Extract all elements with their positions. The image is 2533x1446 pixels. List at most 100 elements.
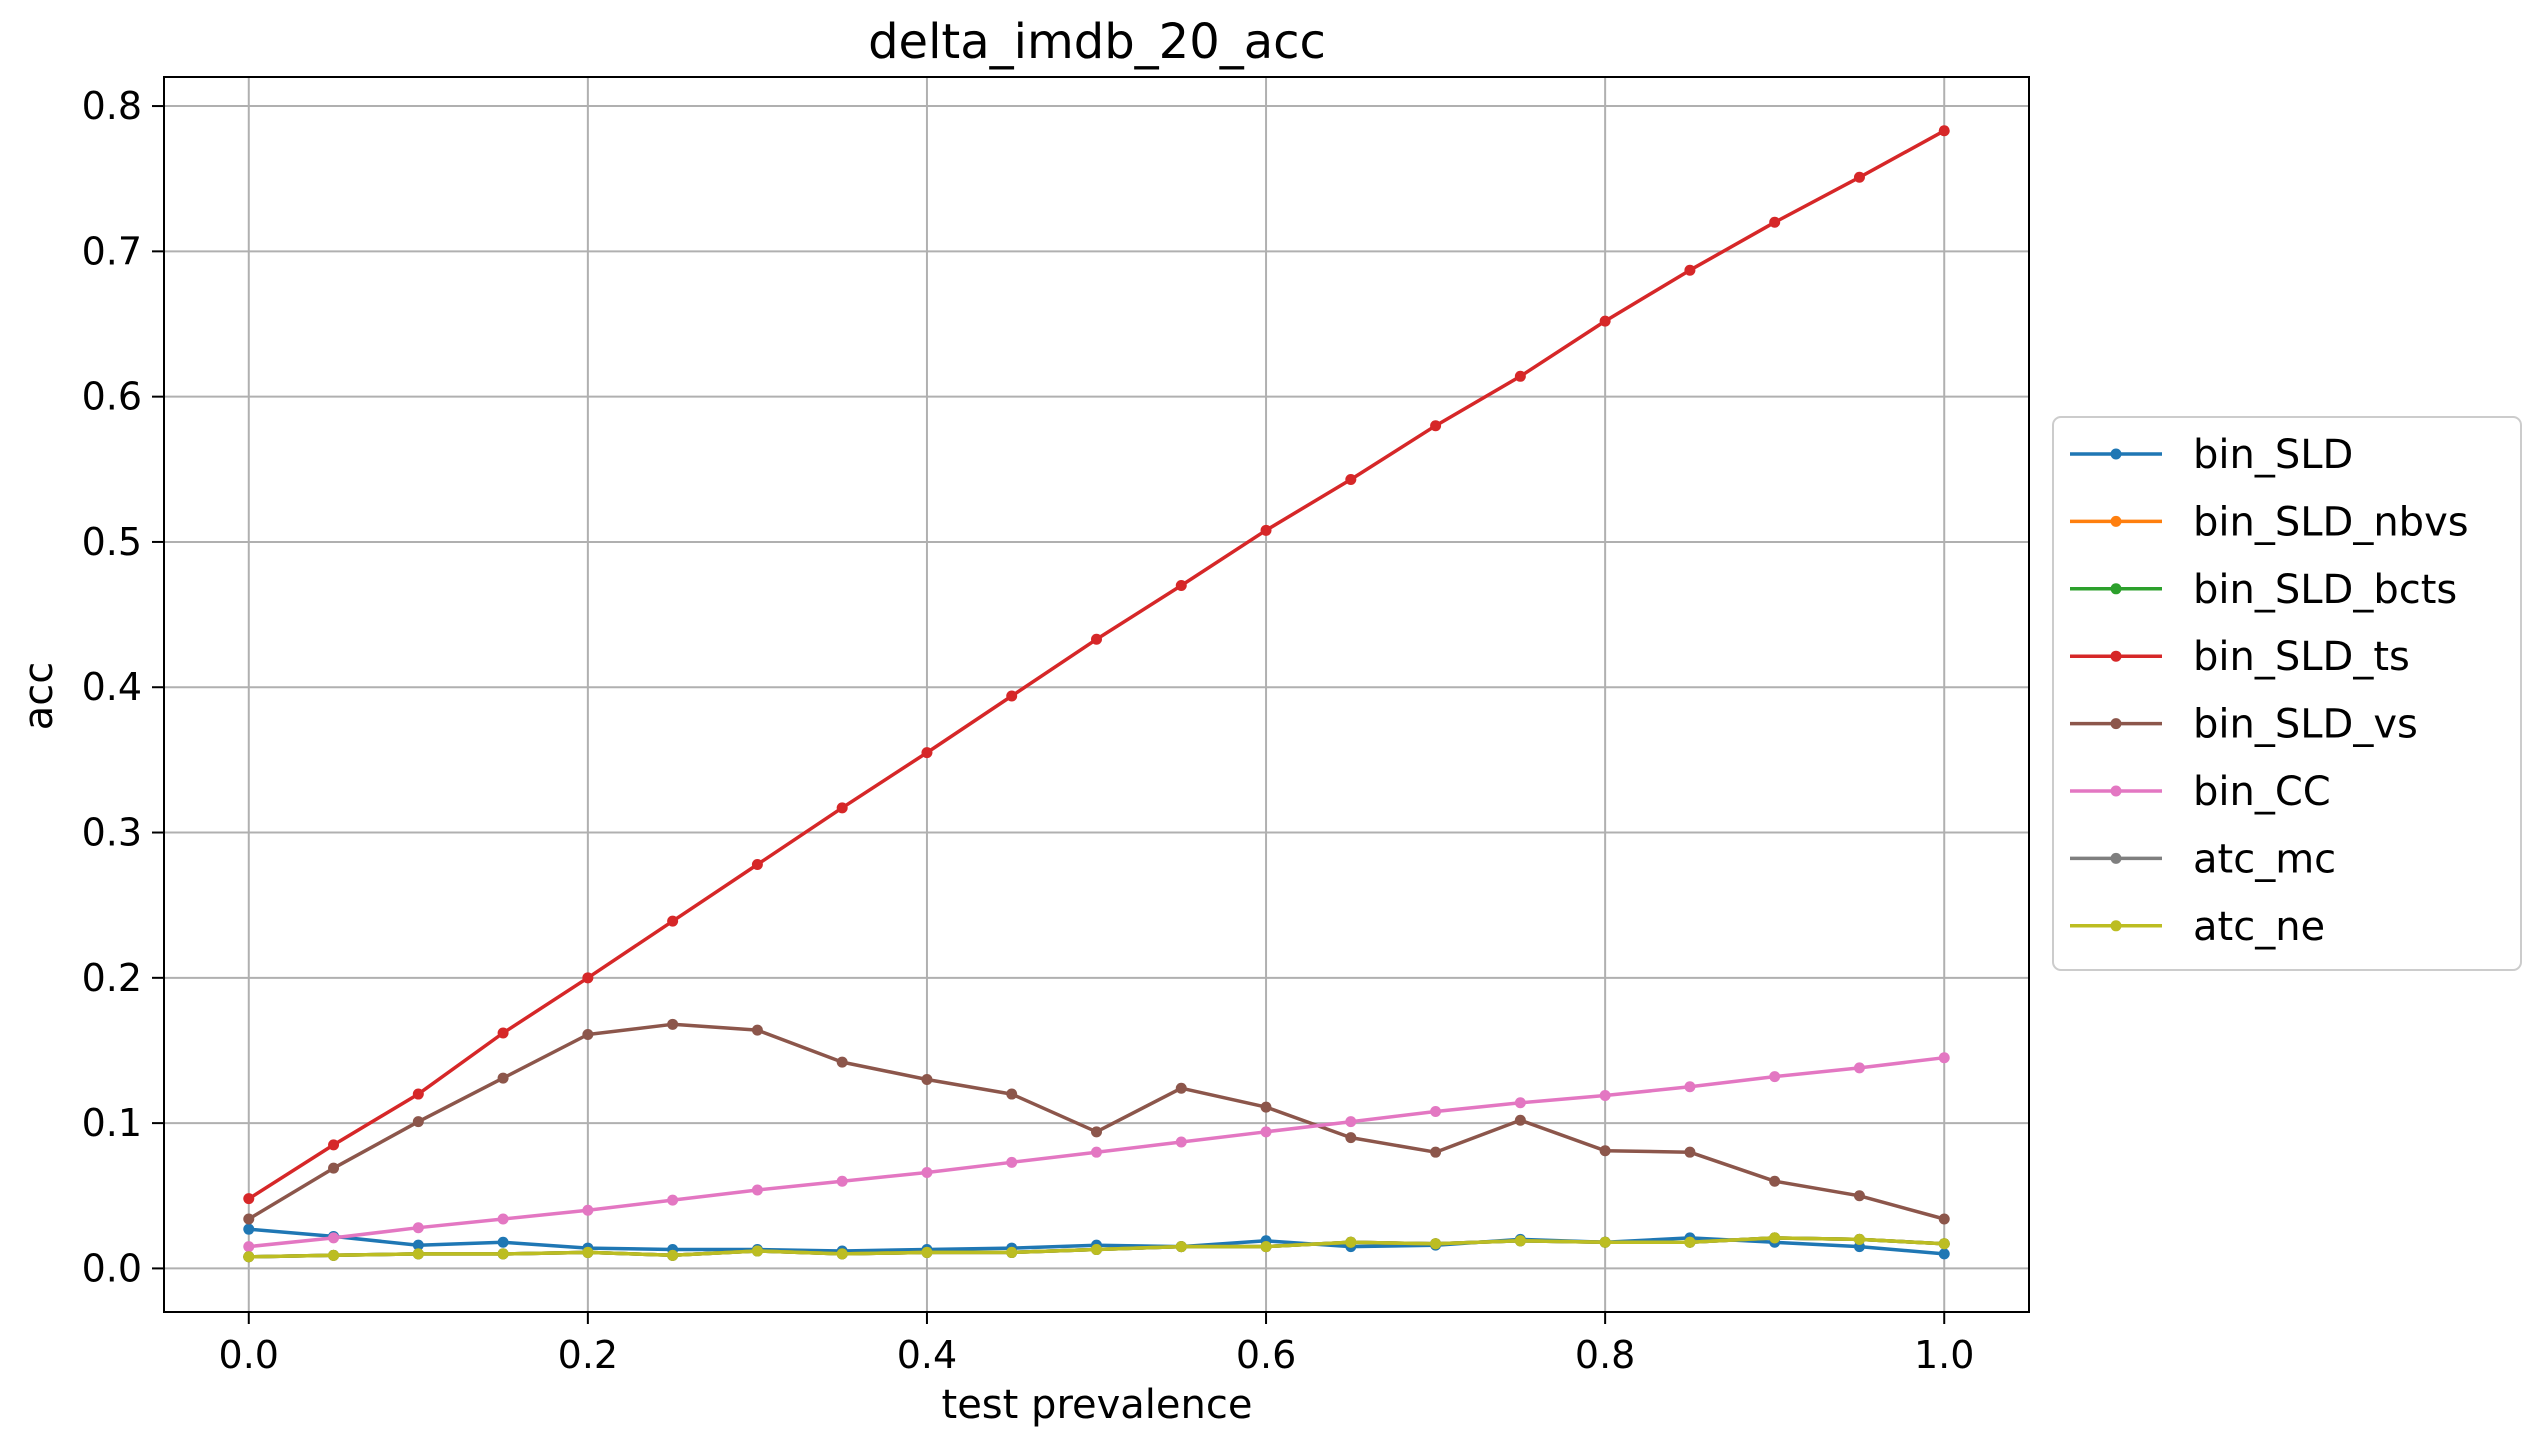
data-point (1938, 1052, 1950, 1064)
data-point (1769, 1175, 1781, 1187)
data-point (751, 858, 763, 870)
data-point (1175, 1082, 1187, 1094)
legend-item-bin_SLD_nbvs: bin_SLD_nbvs (2070, 499, 2469, 545)
y-tick-label: 0.7 (82, 229, 142, 273)
data-point (1345, 1236, 1357, 1248)
data-point (1175, 580, 1187, 592)
legend-item-bin_SLD_vs: bin_SLD_vs (2070, 702, 2418, 748)
data-point (836, 1056, 848, 1068)
data-point (1853, 1233, 1865, 1245)
data-point (1938, 1238, 1950, 1250)
legend-marker (2110, 852, 2122, 864)
data-point (1345, 473, 1357, 485)
legend-marker (2110, 583, 2122, 595)
data-point (1006, 1156, 1018, 1168)
legend-label: atc_ne (2193, 904, 2325, 950)
data-point (582, 1246, 594, 1258)
y-axis: 0.0 0.1 0.2 0.3 0.4 0.5 0.6 0.7 0.8 (82, 84, 164, 1290)
data-point (1430, 1105, 1442, 1117)
y-tick-label: 0.3 (82, 811, 142, 855)
legend-item-bin_SLD_bcts: bin_SLD_bcts (2070, 567, 2457, 613)
y-tick-label: 0.1 (82, 1101, 142, 1145)
data-point (1091, 1126, 1102, 1138)
legend-label: bin_SLD_ts (2193, 634, 2410, 680)
data-point (1514, 370, 1526, 382)
plot-frame (163, 76, 2030, 1313)
legend-marker (2110, 650, 2122, 662)
data-point (497, 1248, 509, 1260)
data-point (667, 1018, 679, 1030)
data-point (582, 1204, 594, 1216)
legend-label: bin_SLD (2193, 432, 2353, 478)
data-point (836, 1175, 848, 1187)
data-point (243, 1241, 255, 1253)
x-axis-label: test prevalence (942, 1382, 1253, 1428)
data-point (328, 1162, 340, 1174)
data-point (1091, 633, 1102, 645)
series-bin_SLD_vs (243, 1018, 1950, 1225)
data-point (328, 1232, 340, 1244)
data-point (1430, 1238, 1442, 1250)
data-point (1430, 420, 1442, 432)
data-point (497, 1213, 509, 1225)
data-point (1599, 1236, 1611, 1248)
x-tick-label: 0.8 (1575, 1333, 1635, 1377)
data-point (1599, 315, 1611, 327)
data-point (1514, 1097, 1526, 1109)
data-point (1684, 1236, 1696, 1248)
data-point (497, 1236, 509, 1248)
legend-item-atc_ne: atc_ne (2070, 904, 2325, 950)
legend-marker (2110, 448, 2122, 460)
data-point (1938, 1248, 1950, 1260)
legend-label: bin_SLD_bcts (2193, 567, 2457, 613)
series-bin_SLD_ts (243, 125, 1950, 1205)
data-point (243, 1213, 255, 1225)
data-point (1260, 1241, 1272, 1253)
series-bin_CC (243, 1052, 1950, 1253)
data-point (667, 1194, 679, 1206)
series-group (243, 125, 1950, 1263)
legend-marker (2110, 785, 2122, 797)
data-point (1006, 1088, 1018, 1100)
data-point (1091, 1146, 1102, 1158)
data-point (412, 1222, 424, 1234)
data-point (836, 802, 848, 814)
data-point (1684, 1081, 1696, 1093)
data-point (1175, 1241, 1187, 1253)
data-point (243, 1251, 255, 1263)
data-point (1599, 1145, 1611, 1157)
data-point (1853, 1062, 1865, 1074)
series-atc_ne (243, 1232, 1950, 1263)
x-tick-label: 0.0 (219, 1333, 279, 1377)
data-point (243, 1223, 255, 1235)
legend-label: atc_mc (2193, 836, 2336, 882)
legend-marker (2110, 920, 2122, 932)
grid (164, 77, 2029, 1312)
y-tick-label: 0.4 (82, 665, 142, 709)
data-point (1260, 1126, 1272, 1138)
x-tick-label: 0.6 (1236, 1333, 1296, 1377)
y-tick-label: 0.5 (82, 520, 142, 564)
x-axis: 0.0 0.2 0.4 0.6 0.8 1.0 (219, 1312, 1974, 1377)
data-point (1938, 1213, 1950, 1225)
data-point (1684, 264, 1696, 276)
data-point (667, 1249, 679, 1261)
data-point (497, 1027, 509, 1039)
legend-item-bin_SLD: bin_SLD (2070, 432, 2353, 478)
data-point (1938, 125, 1950, 137)
data-point (1430, 1146, 1442, 1158)
y-tick-label: 0.8 (82, 84, 142, 128)
data-point (1345, 1116, 1357, 1128)
data-point (1091, 1244, 1102, 1256)
legend-label: bin_SLD_vs (2193, 702, 2418, 748)
x-tick-label: 0.2 (558, 1333, 618, 1377)
data-point (667, 915, 679, 927)
y-axis-label: acc (16, 662, 62, 731)
legend-item-bin_SLD_ts: bin_SLD_ts (2070, 634, 2410, 680)
data-point (751, 1184, 763, 1196)
data-point (751, 1024, 763, 1036)
data-point (1853, 171, 1865, 183)
data-point (1260, 1101, 1272, 1113)
data-point (921, 747, 933, 759)
data-point (412, 1239, 424, 1251)
